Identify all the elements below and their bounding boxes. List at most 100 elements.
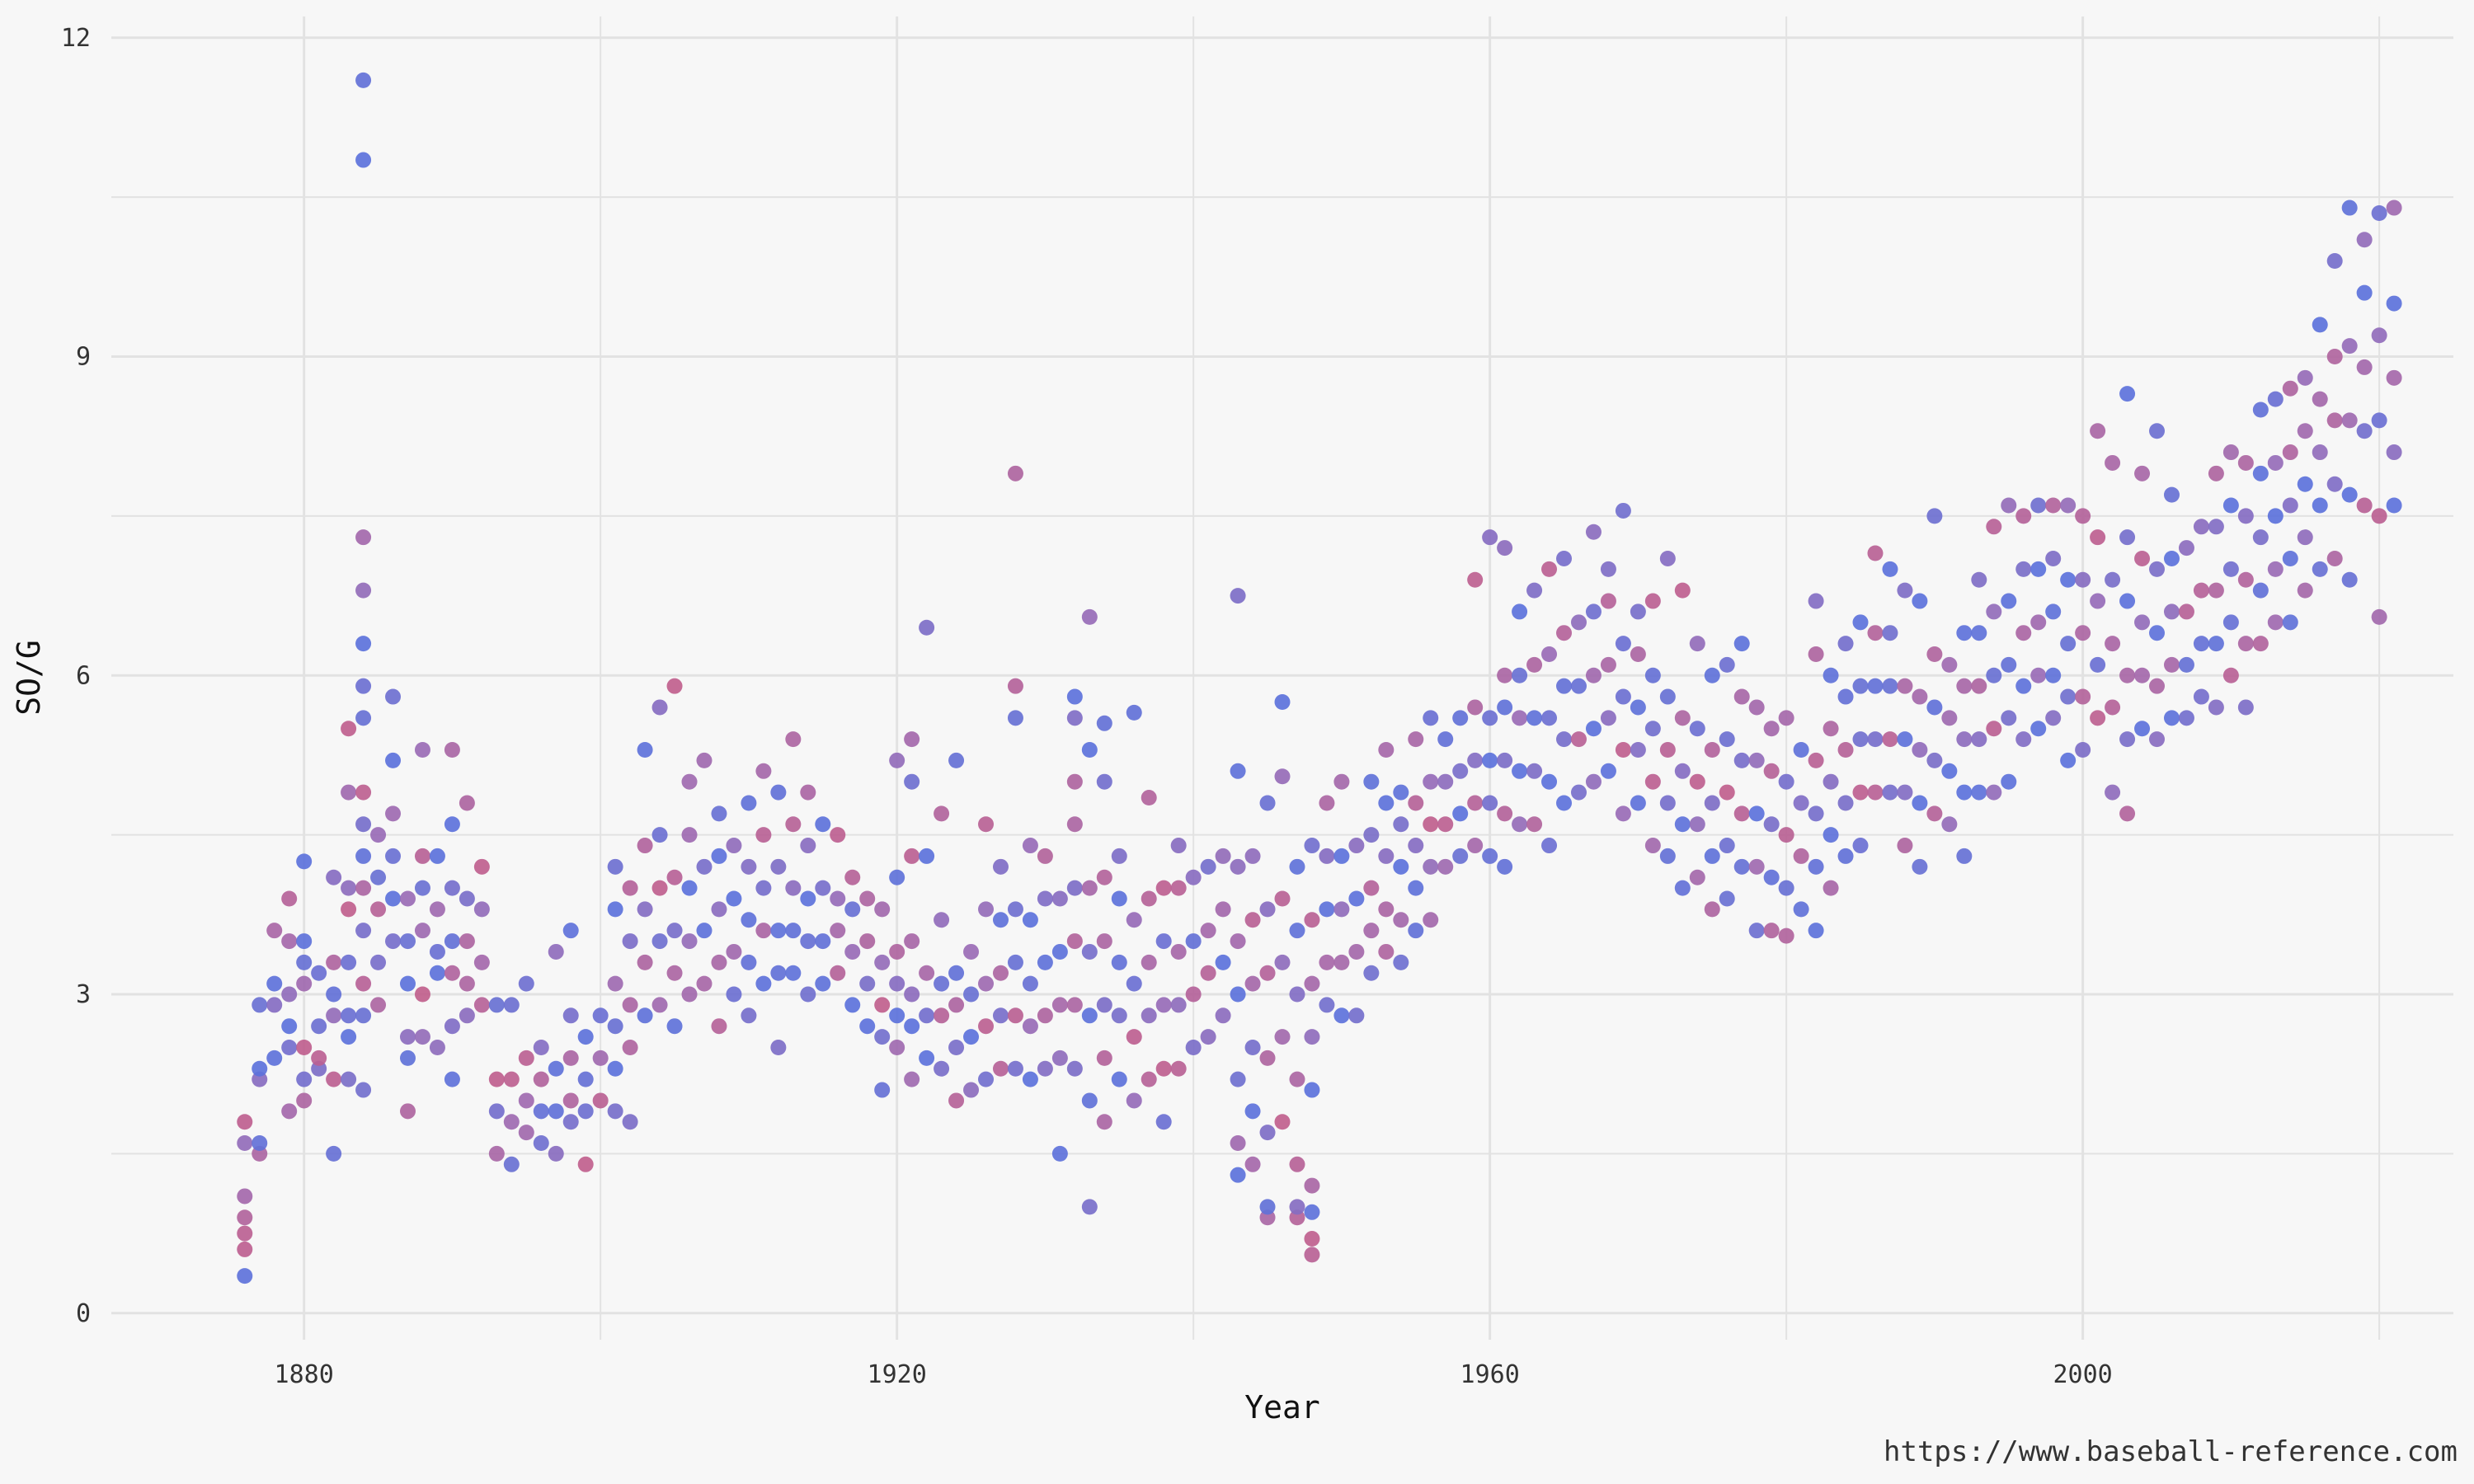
data-point xyxy=(1333,1007,1350,1024)
data-point xyxy=(1319,997,1335,1013)
data-point xyxy=(1230,588,1246,604)
data-point xyxy=(399,1050,416,1066)
data-point xyxy=(992,912,1009,928)
data-point xyxy=(2371,508,2387,524)
data-point xyxy=(444,880,460,896)
data-point xyxy=(577,1071,594,1087)
data-point xyxy=(681,880,698,896)
data-point xyxy=(1066,710,1083,726)
data-point xyxy=(1882,731,1898,748)
data-point xyxy=(2237,571,2254,588)
data-point xyxy=(414,742,430,758)
data-point xyxy=(785,880,802,896)
data-point xyxy=(1556,550,1573,566)
data-point xyxy=(385,848,402,864)
data-point xyxy=(607,1060,623,1077)
data-point xyxy=(622,997,638,1013)
data-point xyxy=(1719,731,1735,748)
data-point xyxy=(1423,912,1439,928)
data-point xyxy=(1867,625,1884,641)
data-point xyxy=(741,1007,757,1024)
data-point xyxy=(1630,795,1646,811)
data-point xyxy=(844,869,861,885)
data-point xyxy=(1837,848,1854,864)
data-point xyxy=(399,933,416,950)
data-point xyxy=(1007,678,1023,694)
y-tick-label: 3 xyxy=(76,980,91,1009)
data-point xyxy=(1304,1177,1320,1194)
data-point xyxy=(1526,710,1543,726)
data-point xyxy=(1244,1103,1261,1120)
data-point xyxy=(1630,603,1646,620)
data-point xyxy=(1423,773,1439,790)
data-point xyxy=(1512,710,1528,726)
data-point xyxy=(1170,997,1187,1013)
data-point xyxy=(830,890,846,907)
data-point xyxy=(1808,923,1824,939)
data-point xyxy=(978,975,995,992)
data-point xyxy=(1185,1039,1202,1055)
data-point xyxy=(2015,625,2032,641)
data-point xyxy=(355,678,372,694)
data-point xyxy=(2297,423,2313,439)
data-point xyxy=(414,923,430,939)
data-point xyxy=(1274,890,1291,907)
data-point xyxy=(2060,752,2077,768)
data-point xyxy=(1289,1071,1305,1087)
data-point xyxy=(1259,795,1276,811)
data-point xyxy=(1823,667,1839,683)
data-point xyxy=(444,933,460,950)
data-point xyxy=(2030,667,2047,683)
data-point xyxy=(370,869,387,885)
data-point xyxy=(1793,848,1809,864)
data-point xyxy=(1926,646,1943,662)
data-point xyxy=(1007,954,1023,970)
data-point xyxy=(622,933,638,950)
data-point xyxy=(1096,1050,1112,1066)
data-point xyxy=(1408,880,1424,896)
data-point xyxy=(770,965,787,981)
data-point xyxy=(1363,965,1380,981)
data-point xyxy=(963,986,980,1003)
data-point xyxy=(1304,975,1320,992)
data-point xyxy=(399,1103,416,1120)
data-point xyxy=(1926,699,1943,716)
data-point xyxy=(1111,1007,1127,1024)
data-point xyxy=(1497,699,1513,716)
data-point xyxy=(904,1018,920,1035)
data-point xyxy=(1837,636,1854,652)
data-point xyxy=(266,923,283,939)
data-point xyxy=(1333,954,1350,970)
data-point xyxy=(2267,561,2284,577)
data-point xyxy=(1022,912,1038,928)
data-point xyxy=(1452,848,1469,864)
data-point xyxy=(1585,667,1602,683)
data-point xyxy=(1007,710,1023,726)
data-point xyxy=(607,901,623,918)
data-point xyxy=(1897,582,1913,599)
data-point xyxy=(1170,1060,1187,1077)
data-point xyxy=(1674,763,1691,779)
data-point xyxy=(1304,1082,1320,1098)
data-point xyxy=(1541,710,1558,726)
data-point xyxy=(919,1007,935,1024)
data-point xyxy=(1452,710,1469,726)
data-point xyxy=(473,901,490,918)
data-point xyxy=(518,1050,534,1066)
data-point xyxy=(1378,742,1395,758)
data-point xyxy=(2386,369,2402,386)
data-point xyxy=(1497,752,1513,768)
data-point xyxy=(2060,497,2077,514)
data-point xyxy=(651,933,668,950)
data-point xyxy=(1526,816,1543,833)
data-point xyxy=(1615,636,1631,652)
data-point xyxy=(414,848,430,864)
data-point xyxy=(1141,790,1157,806)
data-point xyxy=(637,901,653,918)
data-point xyxy=(1808,805,1824,822)
data-point xyxy=(488,1071,505,1087)
data-point xyxy=(1674,582,1691,599)
data-point xyxy=(770,1039,787,1055)
data-point xyxy=(2163,710,2180,726)
data-point xyxy=(1926,752,1943,768)
